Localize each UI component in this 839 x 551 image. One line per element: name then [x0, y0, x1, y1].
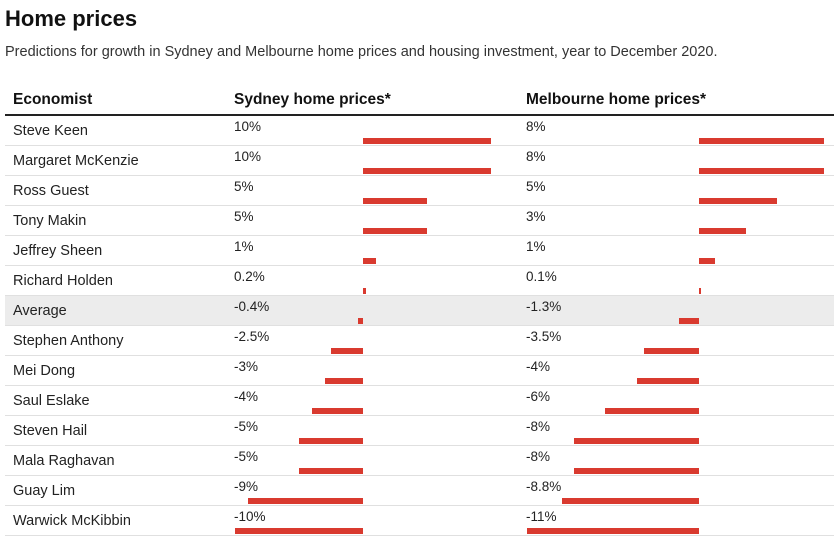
economist-name: Tony Makin — [13, 213, 87, 229]
sydney-value-label: -3% — [234, 359, 259, 374]
chart-title: Home prices — [5, 6, 138, 31]
melbourne-bar — [636, 378, 699, 384]
economist-name: Mala Raghavan — [13, 453, 115, 469]
sydney-bar — [363, 258, 376, 264]
melbourne-value-label: 1% — [526, 239, 546, 254]
sydney-value-label: -9% — [234, 479, 259, 494]
sydney-bar — [331, 348, 363, 354]
economist-name: Margaret McKenzie — [13, 153, 139, 169]
melbourne-value-label: 5% — [526, 179, 546, 194]
sydney-value-label: 0.2% — [234, 269, 265, 284]
table-row: Tony Makin 5% 3% — [5, 206, 834, 236]
sydney-value-label: -2.5% — [234, 329, 270, 344]
melbourne-value-label: -1.3% — [526, 299, 562, 314]
sydney-bar — [311, 408, 363, 414]
melbourne-bar — [574, 438, 699, 444]
sydney-bar — [363, 228, 427, 234]
header-sydney: Sydney home prices* — [234, 91, 391, 108]
sydney-value-label: -0.4% — [234, 299, 270, 314]
header-melbourne: Melbourne home prices* — [526, 91, 707, 108]
melbourne-bar — [605, 408, 699, 414]
melbourne-bar — [699, 198, 777, 204]
sydney-value-label: 1% — [234, 239, 254, 254]
sydney-value-label: 10% — [234, 119, 262, 134]
economist-name: Jeffrey Sheen — [13, 243, 103, 259]
chart-subtitle: Predictions for growth in Sydney and Mel… — [5, 44, 718, 60]
melbourne-value-label: -11% — [526, 509, 557, 524]
sydney-value-label: -4% — [234, 389, 259, 404]
melbourne-value-label: -8.8% — [526, 479, 562, 494]
economist-name: Warwick McKibbin — [13, 513, 131, 529]
sydney-value-label: 5% — [234, 179, 254, 194]
sydney-value-label: -5% — [234, 449, 259, 464]
melbourne-value-label: -8% — [526, 449, 551, 464]
sydney-bar — [363, 288, 366, 294]
economist-name: Richard Holden — [13, 273, 113, 289]
table-row: Stephen Anthony -2.5% -3.5% — [5, 326, 834, 356]
header-economist: Economist — [13, 91, 93, 108]
melbourne-bar — [699, 138, 824, 144]
economist-name: Ross Guest — [13, 183, 89, 199]
melbourne-bar — [699, 258, 715, 264]
sydney-bar — [235, 528, 363, 534]
table-row: Mei Dong -3% -4% — [5, 356, 834, 386]
melbourne-bar — [699, 288, 701, 294]
sydney-value-label: -5% — [234, 419, 259, 434]
table-row: Steven Hail -5% -8% — [5, 416, 834, 446]
melbourne-value-label: 8% — [526, 149, 546, 164]
melbourne-bar — [699, 228, 746, 234]
melbourne-bar — [678, 318, 699, 324]
melbourne-bar — [561, 498, 699, 504]
sydney-bar — [247, 498, 363, 504]
table-header: Economist Sydney home prices* Melbourne … — [5, 88, 834, 116]
economist-name: Saul Eslake — [13, 393, 90, 409]
sydney-bar — [324, 378, 363, 384]
table-row: Average -0.4% -1.3% — [5, 296, 834, 326]
economist-name: Stephen Anthony — [13, 333, 124, 349]
economist-name: Guay Lim — [13, 483, 76, 499]
sydney-bar — [299, 468, 363, 474]
melbourne-value-label: 3% — [526, 209, 546, 224]
economist-name: Mei Dong — [13, 363, 76, 379]
table-row: Ross Guest 5% 5% — [5, 176, 834, 206]
melbourne-bar — [644, 348, 699, 354]
sydney-value-label: 10% — [234, 149, 262, 164]
sydney-bar — [357, 318, 363, 324]
table-row: Margaret McKenzie 10% 8% — [5, 146, 834, 176]
melbourne-value-label: -4% — [526, 359, 551, 374]
sydney-value-label: 5% — [234, 209, 254, 224]
melbourne-bar — [699, 168, 824, 174]
table-row: Warwick McKibbin -10% -11% — [5, 506, 834, 536]
sydney-bar — [363, 138, 491, 144]
melbourne-value-label: 8% — [526, 119, 546, 134]
melbourne-value-label: -6% — [526, 389, 551, 404]
sydney-bar — [299, 438, 363, 444]
economist-name: Steven Hail — [13, 423, 88, 439]
table-row: Steve Keen 10% 8% — [5, 116, 834, 146]
sydney-bar — [363, 198, 427, 204]
sydney-bar — [363, 168, 491, 174]
melbourne-value-label: -3.5% — [526, 329, 562, 344]
table-row: Guay Lim -9% -8.8% — [5, 476, 834, 506]
melbourne-value-label: 0.1% — [526, 269, 557, 284]
melbourne-bar — [527, 528, 699, 534]
table-row: Jeffrey Sheen 1% 1% — [5, 236, 834, 266]
melbourne-value-label: -8% — [526, 419, 551, 434]
economist-name: Average — [13, 303, 67, 319]
sydney-value-label: -10% — [234, 509, 266, 524]
melbourne-bar — [574, 468, 699, 474]
table-row: Richard Holden 0.2% 0.1% — [5, 266, 834, 296]
table-row: Mala Raghavan -5% -8% — [5, 446, 834, 476]
economist-name: Steve Keen — [13, 123, 88, 139]
table-body: Steve Keen 10% 8% Margaret McKenzie 10% 8% Ros… — [5, 116, 834, 536]
table-row: Saul Eslake -4% -6% — [5, 386, 834, 416]
